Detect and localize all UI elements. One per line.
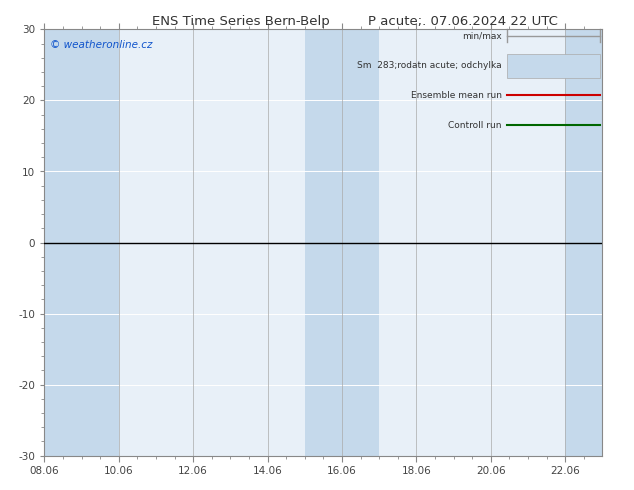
Text: Sm  283;rodatn acute; odchylka: Sm 283;rodatn acute; odchylka — [357, 61, 502, 70]
Bar — [305, 29, 342, 456]
Text: © weatheronline.cz: © weatheronline.cz — [50, 40, 152, 50]
Text: Ensemble mean run: Ensemble mean run — [411, 91, 502, 100]
Bar — [565, 29, 602, 456]
FancyBboxPatch shape — [507, 54, 600, 77]
Bar — [342, 29, 379, 456]
Bar — [82, 29, 119, 456]
Text: min/max: min/max — [462, 31, 502, 40]
Text: P acute;. 07.06.2024 22 UTC: P acute;. 07.06.2024 22 UTC — [368, 15, 558, 28]
Text: Controll run: Controll run — [448, 121, 502, 130]
Text: ENS Time Series Bern-Belp: ENS Time Series Bern-Belp — [152, 15, 330, 28]
Bar — [44, 29, 82, 456]
